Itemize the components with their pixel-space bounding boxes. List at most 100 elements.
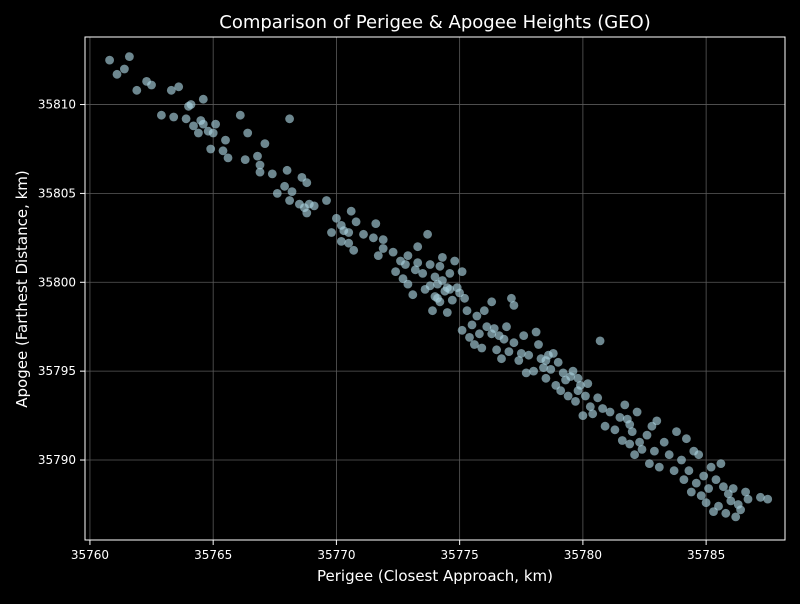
scatter-point bbox=[211, 119, 221, 129]
scatter-point bbox=[571, 397, 580, 406]
scatter-point bbox=[327, 228, 336, 237]
scatter-point bbox=[433, 293, 442, 303]
scatter-point bbox=[351, 217, 361, 227]
scatter-point bbox=[716, 459, 726, 468]
scatter-point bbox=[654, 462, 664, 472]
scatter-point bbox=[541, 373, 551, 383]
scatter-point bbox=[728, 484, 738, 493]
scatter-point bbox=[706, 462, 716, 472]
scatter-point bbox=[507, 293, 516, 303]
scatter-point bbox=[504, 347, 514, 356]
scatter-point bbox=[497, 354, 506, 364]
scatter-point bbox=[677, 455, 686, 465]
chart-title: Comparison of Perigee & Apogee Heights (… bbox=[219, 12, 651, 33]
scatter-point bbox=[642, 430, 652, 440]
scatter-point bbox=[198, 119, 208, 129]
x-tick-label: 35780 bbox=[564, 548, 602, 562]
scatter-point bbox=[282, 165, 292, 175]
scatter-point bbox=[743, 494, 753, 504]
scatter-point bbox=[132, 85, 142, 95]
scatter-point bbox=[186, 100, 196, 109]
scatter-point bbox=[287, 187, 297, 197]
scatter-point bbox=[610, 425, 620, 435]
scatter-point bbox=[428, 306, 437, 316]
scatter-point bbox=[637, 445, 647, 454]
scatter-point bbox=[373, 251, 383, 260]
scatter-point bbox=[556, 386, 566, 396]
scatter-point bbox=[221, 135, 230, 145]
scatter-point bbox=[465, 333, 474, 342]
scatter-point bbox=[509, 301, 519, 310]
x-tick-label: 35765 bbox=[194, 548, 232, 562]
scatter-point bbox=[332, 213, 341, 223]
scatter-point bbox=[593, 393, 603, 403]
scatter-point bbox=[460, 293, 469, 303]
scatter-point bbox=[539, 363, 548, 372]
scatter-point bbox=[548, 349, 558, 358]
scatter-point bbox=[650, 446, 659, 456]
scatter-point bbox=[509, 338, 519, 348]
scatter-point bbox=[235, 110, 245, 120]
scatter-point bbox=[166, 85, 176, 95]
scatter-point bbox=[206, 144, 216, 154]
scatter-point bbox=[267, 169, 277, 179]
y-tick-label: 35790 bbox=[38, 453, 76, 467]
scatter-point bbox=[378, 244, 388, 253]
scatter-point bbox=[194, 128, 203, 138]
scatter-point bbox=[529, 366, 538, 376]
scatter-point bbox=[450, 256, 460, 266]
scatter-point bbox=[645, 459, 654, 468]
scatter-point bbox=[112, 69, 122, 79]
scatter-point bbox=[425, 281, 435, 291]
scatter-point bbox=[403, 279, 413, 289]
data-points bbox=[105, 52, 773, 522]
scatter-point bbox=[620, 400, 630, 410]
scatter-point bbox=[477, 343, 487, 353]
scatter-point bbox=[189, 121, 198, 131]
scatter-point bbox=[625, 439, 635, 449]
scatter-point bbox=[253, 151, 262, 161]
scatter-point bbox=[627, 427, 637, 436]
scatter-point bbox=[763, 494, 773, 504]
scatter-point bbox=[285, 196, 294, 205]
scatter-point bbox=[240, 155, 250, 165]
scatter-point bbox=[585, 402, 595, 412]
scatter-point bbox=[438, 253, 447, 262]
scatter-point bbox=[243, 128, 253, 138]
scatter-point bbox=[487, 297, 497, 307]
y-tick-label: 35810 bbox=[38, 98, 76, 112]
scatter-point bbox=[632, 407, 642, 417]
scatter-point bbox=[514, 356, 524, 365]
scatter-point bbox=[435, 261, 445, 271]
scatter-point bbox=[516, 349, 526, 358]
scatter-point bbox=[595, 336, 605, 346]
scatter-point bbox=[669, 466, 679, 476]
scatter-point bbox=[635, 437, 644, 447]
scatter-point bbox=[410, 265, 420, 275]
scatter-point bbox=[479, 306, 489, 316]
scatter-point bbox=[457, 267, 467, 276]
scatter-point bbox=[359, 229, 368, 239]
scatter-point bbox=[255, 160, 265, 170]
scatter-point bbox=[438, 276, 447, 285]
scatter-point bbox=[371, 219, 381, 229]
scatter-point bbox=[492, 345, 501, 355]
scatter-point bbox=[721, 508, 731, 518]
scatter-point bbox=[546, 365, 556, 374]
scatter-point bbox=[470, 340, 479, 349]
scatter-point bbox=[558, 368, 568, 378]
scatter-point bbox=[336, 237, 346, 246]
x-tick-label: 35785 bbox=[687, 548, 725, 562]
scatter-point bbox=[378, 235, 388, 245]
scatter-point bbox=[719, 482, 728, 492]
scatter-point bbox=[605, 407, 615, 417]
scatter-point bbox=[672, 427, 681, 436]
y-tick-label: 35805 bbox=[38, 186, 76, 200]
scatter-point bbox=[401, 260, 410, 269]
scatter-point bbox=[600, 421, 610, 431]
scatter-point bbox=[157, 110, 166, 120]
scatter-point bbox=[701, 498, 711, 508]
scatter-point bbox=[704, 484, 713, 493]
scatter-point bbox=[418, 269, 428, 278]
scatter-point bbox=[573, 373, 583, 383]
